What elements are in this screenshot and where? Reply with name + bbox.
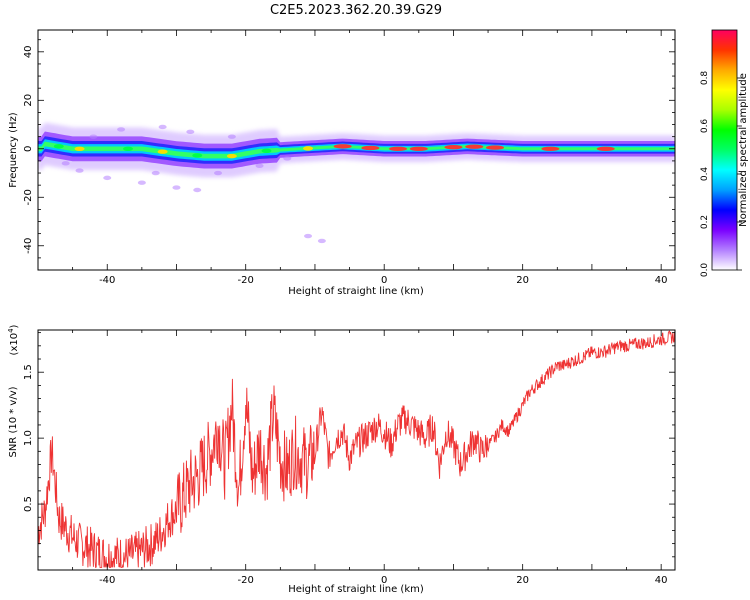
heatmap-noise xyxy=(186,129,195,135)
heatmap-noise xyxy=(89,134,98,139)
y-tick-label: -40 xyxy=(23,238,34,254)
heatmap-peak xyxy=(303,146,314,151)
snr-plot-area xyxy=(38,330,675,570)
heatmap-peak xyxy=(261,148,272,154)
x-tick-label: 40 xyxy=(655,575,668,586)
heatmap-noise xyxy=(137,180,146,185)
snr-y-ticks: 0.5 1.0 1.5 xyxy=(23,332,675,558)
snr-multiplier-open: (x10 xyxy=(9,333,20,356)
snr-frame xyxy=(37,329,676,571)
colorbar-tick-label: 0.8 xyxy=(700,71,710,86)
x-tick-label: -20 xyxy=(238,275,254,286)
y-tick-label: 0 xyxy=(23,146,34,152)
heatmap-peak xyxy=(596,146,615,151)
heatmap-noise xyxy=(255,163,264,168)
heatmap-peak xyxy=(333,144,352,149)
heatmap-x-label: Height of straight line (km) xyxy=(288,286,424,297)
heatmap-peak xyxy=(389,146,408,151)
snr-multiplier-exp: 4 xyxy=(7,328,15,333)
heatmap-peak xyxy=(361,145,380,151)
snr-x-ticks: -40 -20 0 20 40 xyxy=(37,330,668,586)
x-tick-label: -20 xyxy=(238,575,254,586)
heatmap-peak xyxy=(541,146,560,151)
snr-series-line xyxy=(38,330,675,569)
figure-title: C2E5.2023.362.20.39.G29 xyxy=(270,3,442,18)
x-tick-label: 20 xyxy=(516,575,529,586)
colorbar-tick-label: 0.4 xyxy=(700,167,710,182)
heatmap-y-ticks: -40 -20 0 20 40 xyxy=(23,39,675,271)
y-tick-label: 20 xyxy=(23,94,34,107)
heatmap-peak xyxy=(53,144,64,149)
heatmap-peak xyxy=(485,145,504,150)
x-tick-label: 20 xyxy=(516,275,529,286)
colorbar-tick-label: 0.0 xyxy=(700,263,710,278)
heatmap-peak xyxy=(74,146,85,151)
snr-panel: -40 -20 0 20 40 0.5 1.0 1.5 Height of straight… xyxy=(7,324,676,595)
y-tick-label: 1.5 xyxy=(23,364,34,380)
heatmap-peak xyxy=(157,149,168,154)
heatmap-noise xyxy=(214,170,223,176)
x-tick-label: -40 xyxy=(99,575,115,586)
colorbar-gradient xyxy=(711,29,738,271)
x-tick-label: 0 xyxy=(381,575,387,586)
heatmap-noise xyxy=(61,161,70,166)
snr-y-label: SNR (10 * v/v) xyxy=(8,386,19,457)
heatmap-noise xyxy=(317,238,326,244)
x-tick-label: 40 xyxy=(655,275,668,286)
heatmap-noise xyxy=(75,168,84,173)
colorbar-tick-label: 0.6 xyxy=(700,119,710,134)
heatmap-frame xyxy=(37,29,676,271)
heatmap-noise xyxy=(304,233,313,239)
colorbar-tick-label: 0.2 xyxy=(700,215,710,229)
colorbar-label: Normalized spectral amplitude xyxy=(738,73,749,227)
heatmap-noise xyxy=(117,127,126,132)
heatmap-ridge xyxy=(38,122,675,244)
heatmap-noise xyxy=(193,187,202,193)
heatmap-x-ticks: -40 -20 0 20 40 xyxy=(37,30,668,286)
y-tick-label: -20 xyxy=(23,189,34,205)
x-tick-label: 0 xyxy=(381,275,387,286)
colorbar-ticks: 0.0 0.2 0.4 0.6 0.8 xyxy=(700,71,742,278)
heatmap-noise xyxy=(151,170,160,176)
heatmap-noise xyxy=(172,185,181,190)
heatmap-peak xyxy=(192,153,203,158)
heatmap-noise xyxy=(103,175,112,181)
colorbar: 0.0 0.2 0.4 0.6 0.8 Normalized spectral ampl… xyxy=(700,29,749,278)
y-tick-label: 1.0 xyxy=(23,430,34,446)
heatmap-noise xyxy=(283,156,292,161)
heatmap-noise xyxy=(227,134,236,139)
snr-x-label: Height of straight line (km) xyxy=(288,584,424,595)
heatmap-peak xyxy=(226,153,237,159)
heatmap-peak xyxy=(465,144,484,149)
heatmap-peak xyxy=(123,146,134,151)
heatmap-peak xyxy=(409,146,428,151)
heatmap-y-label: Frequency (Hz) xyxy=(8,112,19,188)
x-tick-label: -40 xyxy=(99,275,115,286)
heatmap-peak xyxy=(444,144,463,150)
snr-multiplier-close: ) xyxy=(9,324,20,328)
heatmap-panel: -40 -20 0 20 40 -40 -20 0 20 40 Height of straig… xyxy=(8,29,676,297)
snr-multiplier: (x104) xyxy=(7,324,20,355)
y-tick-label: 0.5 xyxy=(23,496,34,512)
y-tick-label: 40 xyxy=(23,45,34,58)
heatmap-noise xyxy=(158,124,167,130)
